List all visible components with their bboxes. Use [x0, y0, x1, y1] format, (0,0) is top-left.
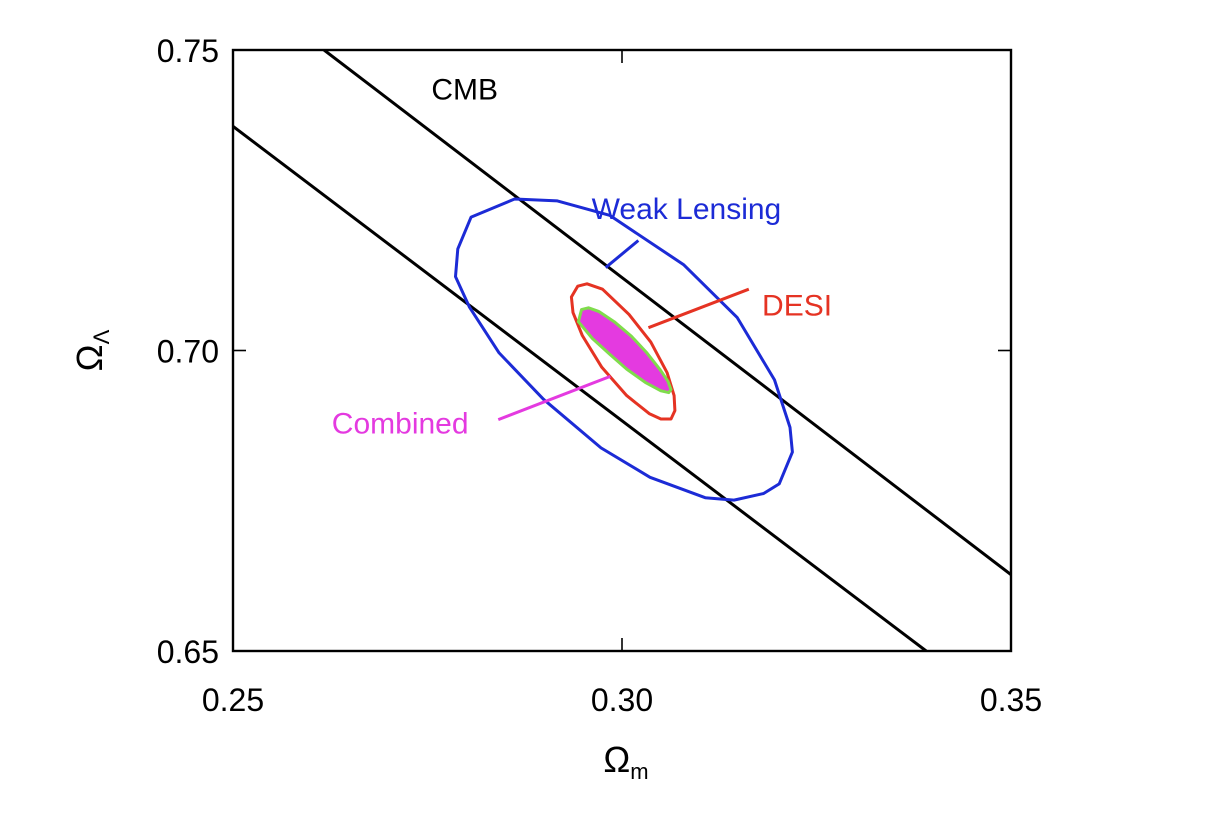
desi-leader-line [647, 287, 750, 330]
desi-contour [569, 282, 677, 421]
y-axis-title: ΩΛ [69, 329, 114, 371]
series-layer [233, 50, 1011, 651]
weak-lensing-leader-line [604, 239, 640, 269]
x-axis-title: Ωm [603, 739, 648, 784]
x-tick-label: 0.35 [980, 682, 1042, 718]
x-tick-label: 0.30 [591, 682, 653, 718]
y-tick-label: 0.70 [157, 334, 219, 370]
cmb-band-edge-1 [323, 50, 1011, 576]
combined-label: Combined [332, 407, 469, 440]
y-tick-label: 0.65 [157, 634, 219, 670]
x-axis-subscript: m [630, 759, 648, 784]
y-axis-symbol: Ω [69, 344, 110, 371]
combined-contour [576, 306, 673, 395]
combined-leader-line [497, 374, 611, 422]
label-layer: CMB Weak Lensing DESI Combined [332, 73, 832, 440]
weak-lensing-label: Weak Lensing [592, 193, 782, 226]
leader-layer [497, 239, 750, 422]
y-tick-label: 0.75 [157, 33, 219, 69]
x-axis-symbol: Ω [603, 739, 630, 780]
y-axis-subscript: Λ [89, 329, 114, 344]
cmb-label: CMB [431, 73, 498, 106]
tick-layer: 0.25 0.30 0.35 0.65 0.70 0.75 [157, 33, 1042, 718]
desi-label: DESI [762, 290, 832, 323]
weak-lensing-contour [454, 197, 794, 502]
x-tick-label: 0.25 [202, 682, 264, 718]
